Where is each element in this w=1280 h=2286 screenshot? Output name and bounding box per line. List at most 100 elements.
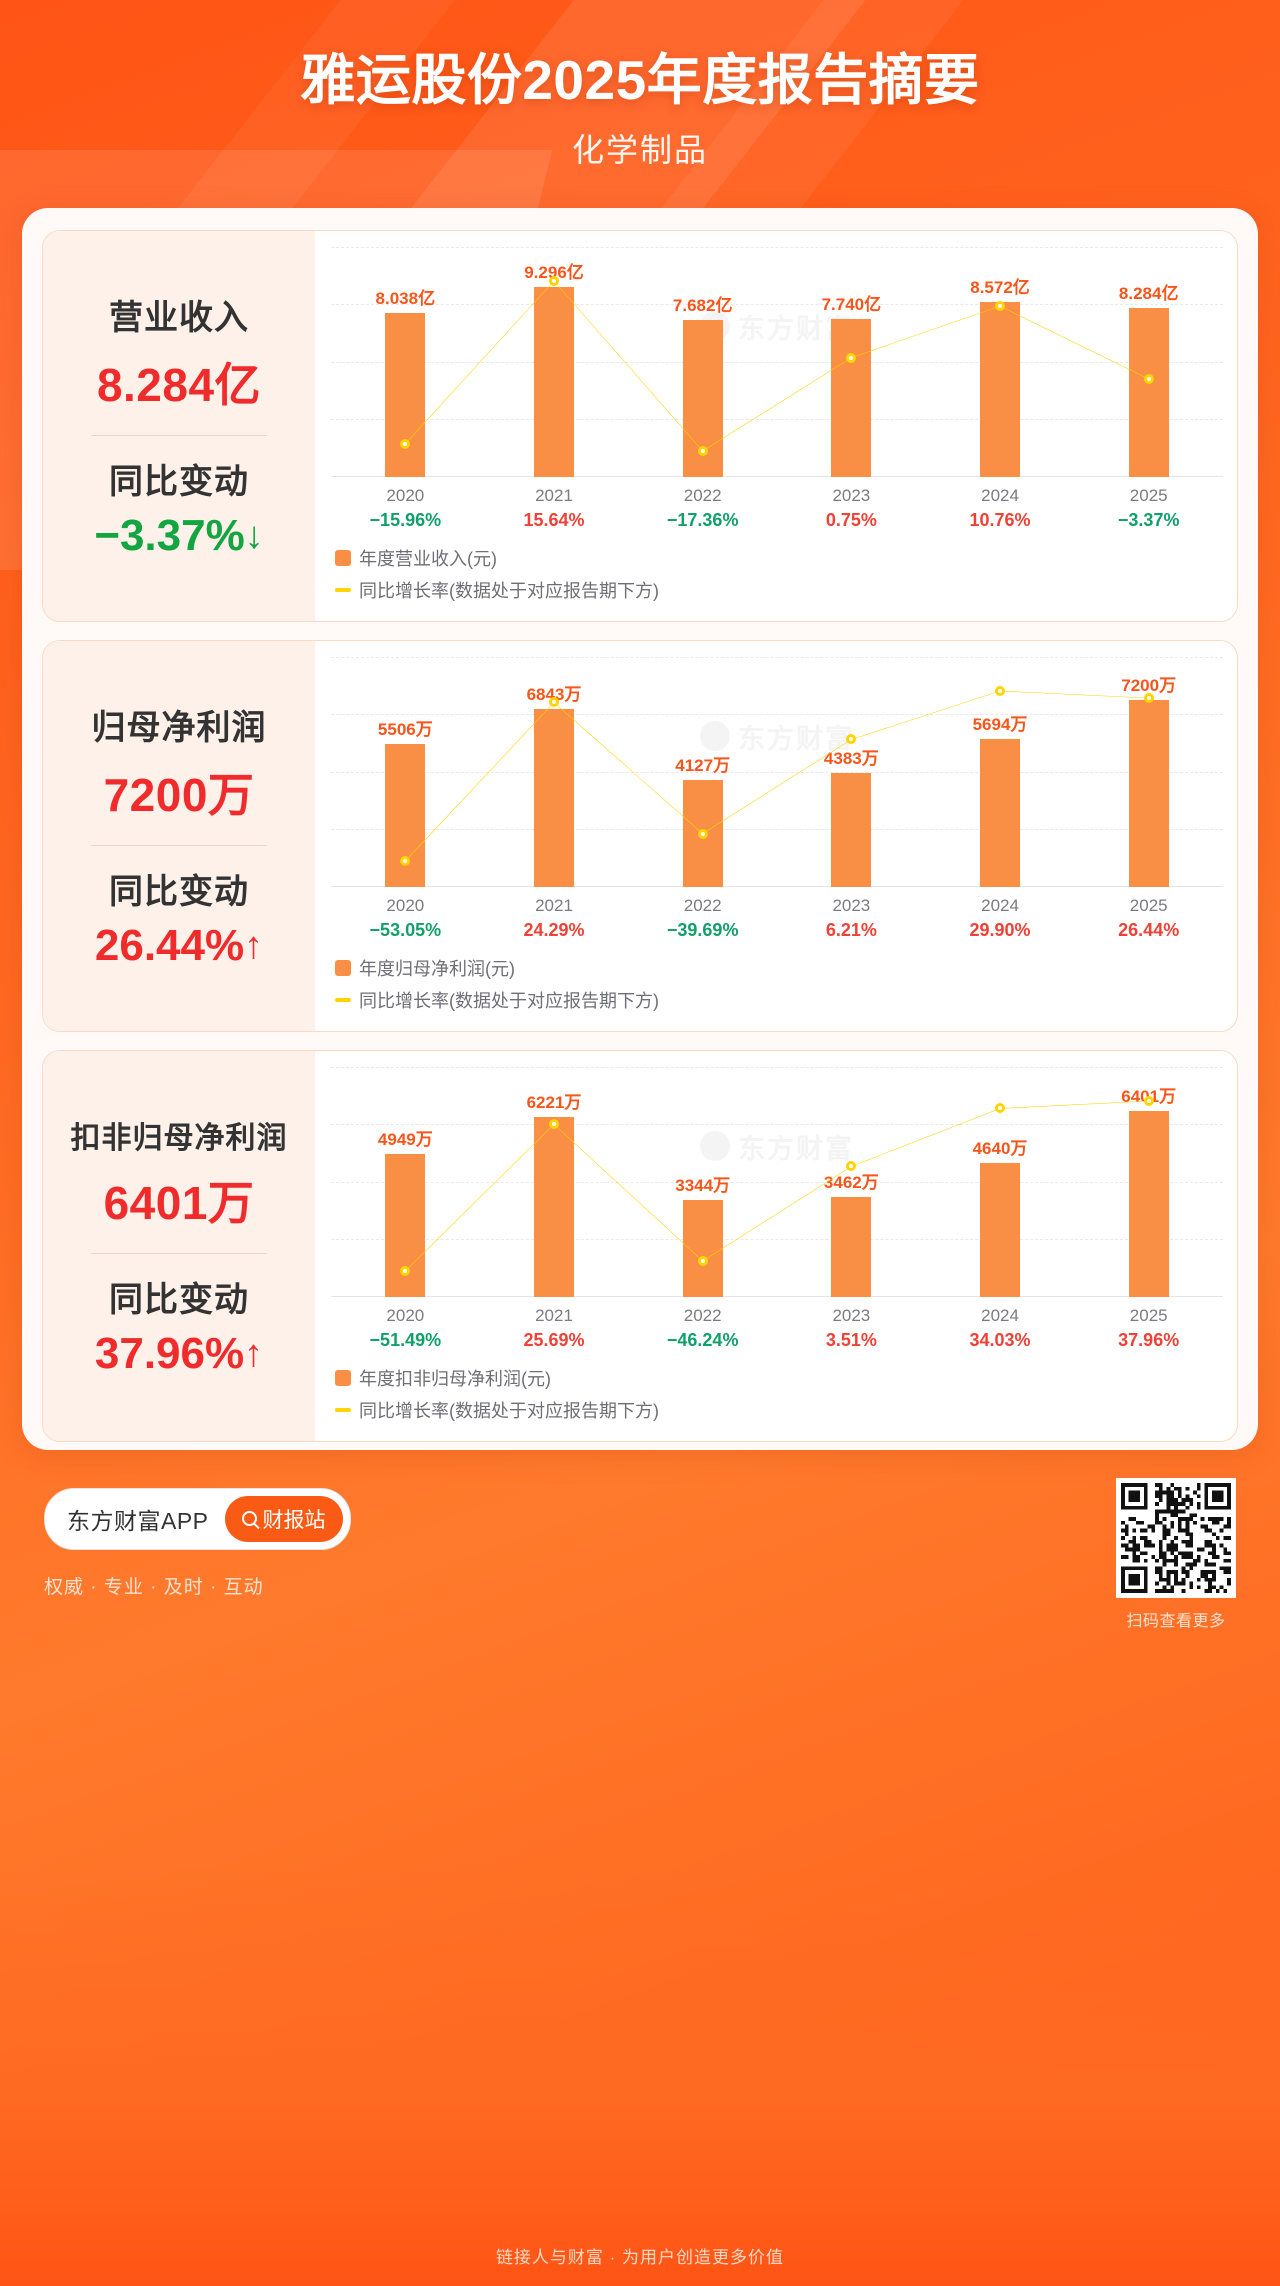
x-axis-growth: 37.96%	[1118, 1329, 1180, 1350]
growth-point	[846, 1161, 857, 1172]
bar-cell: 7.740亿	[777, 247, 926, 477]
x-axis-year: 2025	[1129, 485, 1168, 505]
report-station-button[interactable]: 财报站	[224, 1495, 343, 1542]
x-axis-tick: 2023 3.51%	[777, 1306, 926, 1351]
legend-label-bar: 年度扣非归母净利润(元)	[359, 1368, 551, 1389]
bar	[1128, 307, 1169, 477]
change-value: 26.44% ↑	[95, 921, 263, 971]
bar-value-label: 4640万	[972, 1138, 1028, 1158]
bar	[980, 1162, 1021, 1297]
x-axis-year: 2023	[832, 895, 871, 915]
growth-line-series	[331, 657, 1223, 887]
x-axis-year: 2025	[1129, 1305, 1168, 1325]
growth-line	[405, 281, 1148, 451]
growth-point	[995, 301, 1005, 312]
legend-item-line: 同比增长率(数据处于对应报告期下方)	[335, 1397, 1223, 1423]
x-axis-year: 2025	[1129, 895, 1168, 915]
x-axis-growth: −3.37%	[1117, 509, 1180, 530]
legend-label-line: 同比增长率(数据处于对应报告期下方)	[359, 580, 659, 601]
growth-point	[995, 1103, 1005, 1114]
footer-right: 扫码查看更多	[1116, 1477, 1236, 1631]
growth-line-series	[331, 247, 1223, 477]
bar-cell: 6401万	[1074, 1067, 1223, 1297]
growth-point	[400, 855, 411, 866]
arrow-up-icon: ↑	[244, 1332, 264, 1375]
metric-summary: 扣非归母净利润 6401万 同比变动 37.96% ↑	[43, 1050, 315, 1441]
growth-point	[846, 734, 857, 745]
bar-value-label: 5694万	[972, 714, 1028, 734]
bar	[1128, 1110, 1169, 1297]
bar-value-label: 7200万	[1121, 675, 1177, 695]
plot-area: 东方财富4949万6221万3344万3462万4640万6401万	[331, 1066, 1223, 1297]
growth-line	[405, 1101, 1148, 1271]
chart-legend: 年度扣非归母净利润(元) 同比增长率(数据处于对应报告期下方)	[331, 1365, 1223, 1423]
bar-value-label: 4383万	[823, 748, 879, 768]
legend-label-bar: 年度营业收入(元)	[359, 548, 497, 569]
x-axis-labels: 2020 −53.05% 2021 24.29% 2022 −39.69% 2023 6.21…	[331, 896, 1223, 941]
qr-caption: 扫码查看更多	[1126, 1612, 1226, 1630]
divider	[91, 845, 267, 847]
metric-chart: 东方财富 8.038亿 9.296亿 7.682亿 7.740亿 8.572亿 8.284亿…	[315, 230, 1237, 621]
bar	[980, 301, 1021, 477]
gridline	[331, 1124, 1223, 1126]
chart-legend: 年度归母净利润(元) 同比增长率(数据处于对应报告期下方)	[331, 955, 1223, 1013]
bar-value-label: 3462万	[823, 1172, 879, 1192]
bar-cell: 4640万	[926, 1067, 1075, 1297]
bar-cell: 8.038亿	[331, 247, 480, 477]
growth-point	[1143, 1095, 1154, 1106]
gridline	[331, 419, 1223, 421]
bar-cell: 8.284亿	[1074, 247, 1223, 477]
app-pill[interactable]: 东方财富APP 财报站	[44, 1487, 351, 1550]
gridline	[331, 829, 1223, 831]
x-axis-tick: 2023 0.75%	[777, 486, 926, 531]
bar-cell: 4383万	[777, 657, 926, 887]
growth-point	[549, 697, 559, 708]
gridline	[331, 304, 1223, 306]
metric-name: 归母净利润	[91, 709, 267, 748]
change-number: −3.37%	[94, 511, 245, 561]
x-axis-growth: −51.49%	[369, 1329, 442, 1350]
x-axis-year: 2022	[683, 485, 722, 505]
growth-line-series	[331, 1067, 1223, 1297]
metric-value: 7200万	[103, 769, 255, 822]
report-station-label: 财报站	[262, 1508, 326, 1532]
gridline	[331, 1181, 1223, 1183]
metric-summary: 归母净利润 7200万 同比变动 26.44% ↑	[43, 640, 315, 1031]
x-axis-tick: 2022 −17.36%	[628, 486, 777, 531]
change-label: 同比变动	[109, 463, 249, 502]
growth-line	[405, 691, 1148, 861]
legend-swatch-bar-icon	[335, 1369, 351, 1386]
bar-cell: 3462万	[777, 1067, 926, 1297]
x-axis-tick: 2024 34.03%	[926, 1306, 1075, 1351]
metric-chart: 东方财富4949万6221万3344万3462万4640万6401万2020−5…	[315, 1050, 1237, 1441]
bar-cell: 9.296亿	[480, 247, 629, 477]
x-axis-year: 2020	[386, 895, 425, 915]
metric-block: 归母净利润 7200万 同比变动 26.44% ↑ 东方财富 5506万 6843万 4127万…	[42, 639, 1238, 1032]
page-subtitle: 化学制品	[571, 131, 708, 168]
change-number: 26.44%	[94, 921, 245, 971]
x-axis-tick: 2021 25.69%	[480, 1306, 629, 1351]
growth-point	[846, 352, 857, 363]
x-axis-growth: 34.03%	[969, 1329, 1031, 1350]
change-value: −3.37% ↓	[94, 511, 263, 561]
bar	[831, 1196, 872, 1297]
bar-value-label: 8.038亿	[375, 288, 436, 308]
x-axis-year: 2022	[683, 895, 722, 915]
metric-name: 营业收入	[109, 299, 249, 338]
x-axis-growth: 6.21%	[825, 919, 877, 940]
qr-code[interactable]	[1116, 1477, 1236, 1598]
growth-point	[995, 685, 1005, 696]
bar-value-label: 5506万	[377, 719, 433, 739]
x-axis-year: 2023	[832, 485, 871, 505]
x-axis-line	[331, 475, 1223, 477]
x-axis-growth: 10.76%	[969, 509, 1031, 530]
legend-item-line: 同比增长率(数据处于对应报告期下方)	[335, 577, 1223, 603]
x-axis-year: 2021	[535, 895, 573, 915]
bar-cell: 5694万	[926, 657, 1075, 887]
bar-value-label: 9.296亿	[524, 262, 584, 282]
footer-tagline: 权威 · 专业 · 及时 · 互动	[44, 1576, 264, 1598]
bottom-bar-text: 链接人与财富 · 为用户创造更多价值	[495, 2247, 785, 2267]
x-axis-labels: 2020 −15.96% 2021 15.64% 2022 −17.36% 2023 0.75…	[331, 486, 1223, 531]
bottom-bar: 链接人与财富 · 为用户创造更多价值	[0, 2224, 1280, 2286]
bar-value-label: 8.572亿	[970, 277, 1030, 297]
